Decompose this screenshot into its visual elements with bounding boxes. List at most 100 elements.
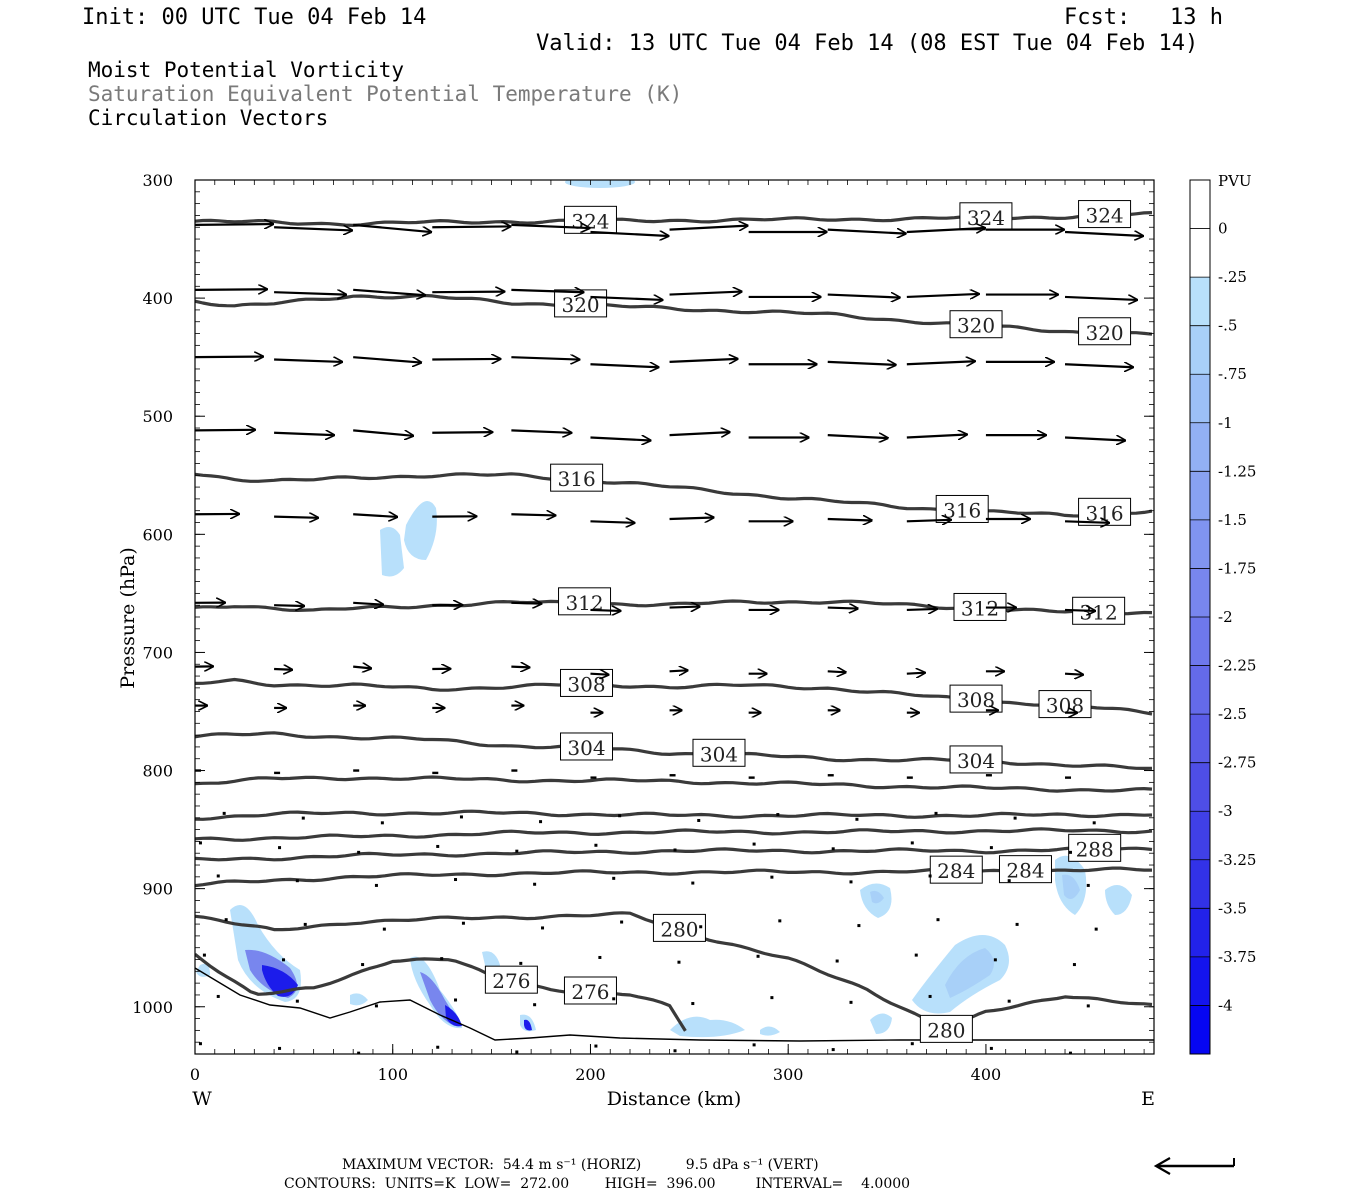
contour-label-324: 324: [1078, 200, 1132, 229]
vector-arrow: [432, 432, 492, 433]
vector-arrow: [353, 514, 397, 517]
vector-arrow: [906, 228, 985, 232]
contour-label-text: 284: [1006, 859, 1044, 883]
contour-320: [195, 293, 1153, 336]
vector-dot: [1092, 821, 1096, 825]
colorbar-swatch: [1190, 277, 1210, 327]
vector-layer: [195, 224, 1143, 1054]
vector-dot: [541, 926, 545, 930]
vector-dot: [691, 881, 695, 885]
vector-arrow: [511, 290, 583, 292]
vector-arrow: [274, 517, 318, 518]
vector-arrow: [906, 434, 967, 437]
vector-dot: [770, 996, 774, 1000]
valid-time: Valid: 13 UTC Tue 04 Feb 14 (08 EST Tue …: [536, 31, 1199, 56]
contour-label-text: 320: [1085, 321, 1123, 345]
vector-arrow: [827, 519, 872, 521]
vector-dot: [216, 994, 220, 998]
vector-arrow: [274, 360, 342, 362]
colorbar-swatch: [1190, 325, 1210, 375]
vector-dot: [224, 918, 228, 922]
vector-dot: [436, 1045, 440, 1049]
pv-blob: [1062, 874, 1080, 899]
colorbar-label: -2.5: [1218, 705, 1247, 723]
vector-dot: [1007, 999, 1011, 1003]
vector-dot: [849, 1000, 853, 1004]
vector-dot: [1094, 927, 1098, 931]
vector-arrow: [669, 517, 714, 519]
vector-dot: [222, 811, 226, 815]
vector-arrow: [590, 521, 634, 523]
y-axis-label: Pressure (hPa): [117, 547, 139, 689]
pv-blob: [380, 526, 404, 577]
contour-label-text: 284: [937, 859, 975, 883]
vector-arrow: [274, 227, 352, 230]
x-tick-label: 300: [773, 1065, 804, 1084]
vector-arrow: [669, 359, 738, 362]
contour-296: [195, 809, 1153, 821]
vector-dot: [533, 1003, 537, 1007]
vector-arrow: [511, 225, 589, 228]
vector-dot: [295, 879, 299, 883]
vector-dot: [770, 875, 774, 879]
terrain-line: [195, 967, 1154, 1042]
vector-arrow: [827, 435, 888, 438]
contour-label-text: 312: [1080, 600, 1118, 624]
colorbar-label: -3: [1218, 802, 1233, 820]
colorbar-title: PVU: [1218, 172, 1252, 190]
contour-label-text: 288: [1076, 837, 1114, 861]
vector-arrow: [590, 674, 608, 675]
pv-blob: [524, 1019, 532, 1031]
contour-292: [195, 827, 1153, 842]
vector-dot: [1013, 816, 1017, 820]
colorbar-label: -1.75: [1218, 559, 1256, 577]
vector-arrow: [274, 292, 346, 294]
contour-label-text: 276: [492, 969, 530, 993]
y-tick-label: 600: [142, 525, 173, 544]
vector-arrow: [590, 232, 668, 236]
vector-dot: [855, 817, 859, 821]
y-tick-label: 1000: [132, 998, 173, 1017]
vector-arrow: [353, 429, 413, 435]
colorbar-label: -.5: [1218, 317, 1237, 335]
contour-label-text: 316: [558, 467, 596, 491]
pv-blob: [945, 948, 994, 998]
colorbar-swatch: [1190, 908, 1210, 958]
vector-arrow: [1064, 364, 1133, 367]
vector-arrow: [1064, 437, 1125, 440]
vector-dot: [756, 954, 760, 958]
vector-dot: [539, 820, 543, 824]
title-theta-es: Saturation Equivalent Potential Temperat…: [88, 82, 683, 106]
pv-blob: [404, 500, 437, 560]
vector-dot: [928, 874, 932, 878]
pv-blob: [1105, 885, 1132, 915]
colorbar-label: -.75: [1218, 365, 1247, 383]
vector-arrow: [274, 605, 304, 606]
contour-label-text: 308: [957, 688, 995, 712]
vector-dot: [295, 999, 299, 1003]
vector-arrow: [906, 361, 975, 364]
x-tick-label: 400: [971, 1065, 1002, 1084]
colorbar-swatch: [1190, 811, 1210, 861]
vector-dot: [303, 922, 307, 926]
vector-dot: [857, 924, 861, 928]
vector-dot: [357, 1051, 361, 1054]
colorbar-swatch: [1190, 859, 1210, 909]
vector-dot: [282, 958, 286, 962]
x-end-right-label: E: [1141, 1088, 1155, 1110]
contour-label-284: 284: [998, 855, 1052, 884]
vector-dot: [361, 963, 365, 967]
footer-contours: CONTOURS: UNITS=K LOW= 272.00 HIGH= 396.…: [284, 1176, 911, 1192]
vector-dot: [1068, 850, 1072, 854]
contour-label-320: 320: [949, 310, 1003, 339]
colorbar-label: 0: [1218, 220, 1228, 238]
vector-dot: [1086, 1004, 1090, 1008]
contour-label-284: 284: [929, 855, 983, 884]
contour-label-324: 324: [563, 205, 617, 234]
colorbar-label: -4: [1218, 996, 1233, 1014]
vector-dot: [697, 818, 701, 822]
contour-label-304: 304: [949, 745, 1003, 774]
vector-arrow: [195, 357, 263, 358]
vector-dot: [612, 997, 616, 1001]
